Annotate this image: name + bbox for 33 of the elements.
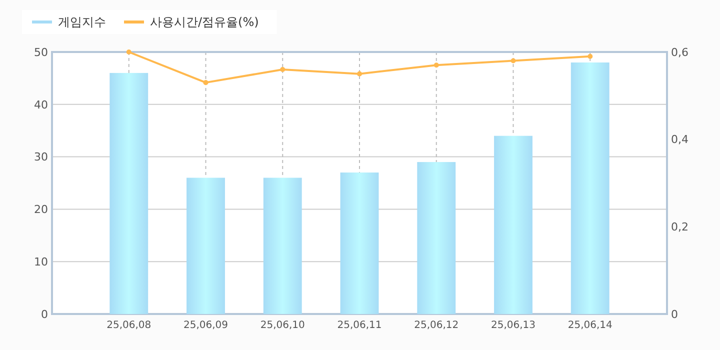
x-tick-label: 25,06,14 [568, 320, 612, 331]
y-tick-label: 50 [34, 46, 48, 59]
point [356, 71, 362, 76]
point [434, 62, 439, 68]
legend-label: 게임지수 [58, 15, 106, 30]
y2-tick-label: 0 [671, 308, 678, 321]
y-tick-label: 20 [34, 203, 48, 216]
point [126, 49, 132, 55]
x-tick-label: 25,06,09 [183, 320, 228, 331]
x-tick-label: 25,06,12 [414, 320, 459, 331]
point [588, 54, 593, 59]
y-tick-label: 10 [34, 255, 48, 268]
point [510, 58, 516, 64]
legend-label: 사용시간/점유율(%) [150, 15, 259, 30]
x-tick-label: 25,06,08 [106, 320, 152, 331]
y-tick-label: 0 [41, 308, 48, 321]
bar [263, 178, 302, 314]
y2-tick-label: 0,2 [671, 220, 688, 234]
bar [417, 162, 456, 314]
x-tick-label: 25,06,13 [490, 320, 536, 331]
x-tick-label: 25,06,10 [260, 320, 305, 331]
y2-tick-label: 0,6 [671, 46, 688, 59]
point [203, 80, 208, 86]
x-tick-label: 25,06,11 [337, 320, 382, 331]
bar [186, 178, 225, 314]
point [280, 66, 286, 72]
y-tick-label: 30 [34, 150, 48, 164]
bar [110, 72, 148, 314]
bar [494, 136, 532, 314]
bar [340, 172, 379, 314]
y2-tick-label: 0,4 [671, 133, 688, 146]
bar [570, 62, 610, 314]
y-tick-label: 40 [34, 98, 48, 112]
